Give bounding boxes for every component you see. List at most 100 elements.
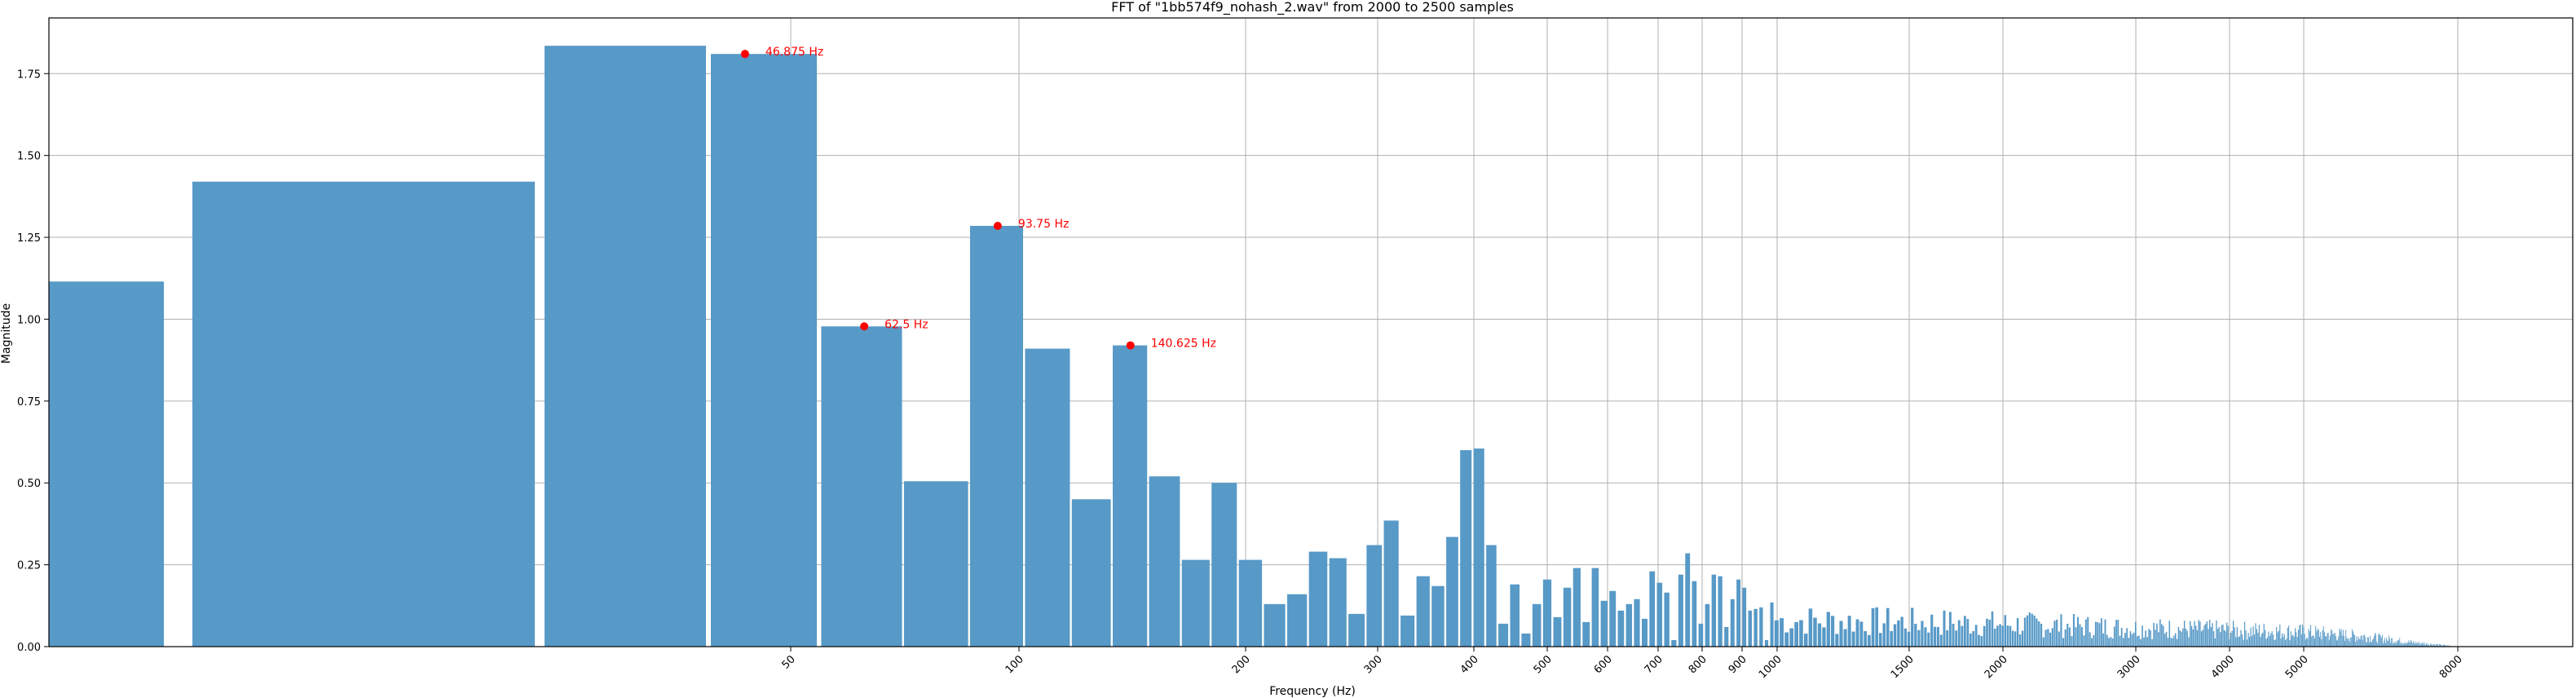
fft-bar	[1996, 625, 1999, 647]
fft-bar	[2354, 635, 2356, 647]
fft-bar	[2232, 621, 2234, 647]
fft-bar	[2234, 627, 2235, 647]
y-tick-label: 1.50	[17, 151, 41, 163]
fft-bar	[2129, 631, 2132, 647]
fft-bar	[1383, 520, 1399, 647]
fft-bar	[2093, 634, 2095, 647]
fft-bar	[2253, 634, 2256, 647]
fft-bar	[2362, 635, 2364, 647]
fft-bar	[2038, 621, 2040, 647]
fft-bar	[1718, 576, 1722, 647]
fft-bar	[2205, 624, 2207, 647]
fft-bar	[2412, 643, 2413, 647]
fft-bar	[1871, 607, 1875, 647]
fft-bar	[2220, 632, 2221, 647]
fft-bar	[1952, 624, 1955, 647]
fft-bar	[2359, 639, 2361, 647]
fft-bar	[1794, 621, 1798, 647]
fft-bar	[2286, 638, 2287, 647]
fft-bar	[1780, 618, 1784, 647]
fft-bar	[2418, 643, 2419, 647]
fft-bar	[2415, 641, 2416, 647]
fft-bar	[2177, 626, 2180, 647]
fft-bar	[1573, 568, 1581, 647]
fft-bar	[1847, 616, 1851, 647]
plot-area: 46.875 Hz 62.5 Hz 93.75 Hz 140.625 Hz 0.00 0.…	[17, 17, 2574, 681]
fft-bar	[2306, 637, 2308, 647]
fft-bar	[2209, 620, 2211, 647]
fft-bar	[2053, 621, 2056, 647]
fft-bar	[2400, 643, 2402, 647]
fft-bar	[2315, 625, 2317, 647]
fft-bar	[2345, 630, 2347, 647]
peak-label: 93.75 Hz	[1018, 218, 1069, 231]
fft-bar	[2434, 644, 2435, 647]
fft-bar	[2303, 627, 2305, 647]
fft-bar	[2161, 624, 2163, 647]
fft-bar	[2047, 629, 2049, 647]
fft-bar	[2398, 640, 2400, 647]
fft-bar	[1927, 632, 1930, 647]
fft-bar	[2406, 643, 2407, 647]
fft-bar	[2098, 623, 2101, 647]
fft-bar	[903, 481, 968, 647]
fft-bar	[2033, 615, 2036, 647]
fft-bar	[1416, 576, 1430, 647]
y-tick-label: 0.00	[17, 642, 41, 654]
y-tick-label: 1.75	[17, 68, 41, 81]
fft-bar	[2126, 628, 2128, 647]
fft-bar	[2379, 633, 2380, 647]
fft-bar	[2374, 635, 2375, 647]
fft-bar	[1969, 633, 1972, 647]
fft-bar	[1685, 553, 1691, 647]
fft-bar	[2235, 637, 2237, 647]
fft-bar	[2408, 639, 2410, 647]
fft-bar	[2314, 638, 2315, 647]
fft-bar	[1946, 630, 1949, 647]
fft-bar	[1071, 499, 1111, 647]
chart-title: FFT of "1bb574f9_nohash_2.wav" from 2000…	[1111, 0, 1514, 15]
fft-bar	[1986, 618, 1988, 647]
fft-bar	[1890, 630, 1893, 647]
fft-bar	[2128, 638, 2130, 647]
fft-bar	[2278, 630, 2279, 647]
fft-bar	[2403, 643, 2404, 647]
fft-bar	[2058, 631, 2060, 647]
fft-bar	[2311, 636, 2313, 647]
fft-bar	[2395, 643, 2397, 647]
fft-bar	[2143, 637, 2145, 647]
peak-point	[993, 221, 1002, 230]
fft-bar	[2425, 643, 2427, 647]
fft-bar	[2362, 639, 2363, 647]
fft-bar	[1521, 633, 1531, 647]
y-axis-label: Magnitude	[0, 303, 13, 364]
fft-bar	[2419, 643, 2421, 647]
fft-bar	[2350, 637, 2352, 647]
fft-bar	[2190, 625, 2193, 647]
fft-bar	[2415, 643, 2417, 647]
fft-bar	[2117, 620, 2119, 647]
fft-bar	[2417, 643, 2419, 647]
fft-bar	[2385, 643, 2386, 647]
fft-bar	[2230, 633, 2232, 647]
fft-bar	[2399, 637, 2401, 647]
fft-bar	[2004, 615, 2007, 647]
fft-bar	[1961, 625, 1964, 647]
fft-bar	[2318, 630, 2319, 647]
fft-bar	[2113, 626, 2115, 647]
fft-bar	[2441, 645, 2442, 647]
fft-bar	[1308, 551, 1328, 647]
fft-bar	[2347, 638, 2349, 647]
fft-bar	[2307, 638, 2309, 647]
fft-bar	[2150, 630, 2151, 647]
fft-bar	[2175, 633, 2177, 647]
fft-bar	[2430, 643, 2431, 647]
fft-bar	[2137, 636, 2138, 647]
fft-bar	[1839, 621, 1843, 647]
fft-bar	[49, 281, 164, 647]
fft-bar	[1943, 610, 1946, 647]
fft-bar	[2358, 638, 2360, 647]
fft-bar	[2285, 640, 2287, 647]
fft-bar	[2151, 638, 2153, 647]
